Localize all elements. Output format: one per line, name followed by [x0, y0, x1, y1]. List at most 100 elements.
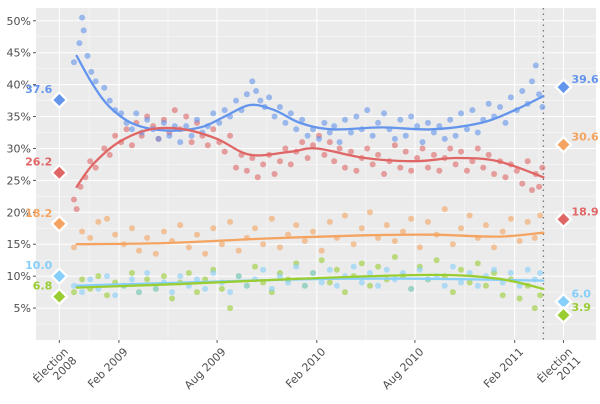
poll-point-orange: [366, 209, 373, 216]
poll-point-blue: [485, 100, 492, 107]
poll-point-lightblue: [152, 285, 159, 292]
x-tick-label-line: Feb 2011: [481, 345, 526, 390]
poll-point-red: [436, 167, 443, 174]
poll-point-lightblue: [491, 266, 498, 273]
x-tick-label: Aug 2009: [182, 345, 229, 392]
poll-point-lightblue: [243, 282, 250, 289]
poll-point-red: [123, 126, 130, 133]
x-tick-label: Feb 2010: [283, 345, 328, 390]
poll-point-red: [536, 183, 543, 190]
election-2011-marker-red: [557, 213, 570, 226]
poll-point-orange: [136, 247, 143, 254]
poll-point-blue: [183, 123, 190, 130]
poll-point-orange: [318, 247, 325, 254]
poll-point-blue: [88, 68, 95, 75]
poll-point-red: [282, 145, 289, 152]
poll-point-blue: [293, 126, 300, 133]
poll-point-orange: [144, 234, 151, 241]
poll-point-blue: [243, 91, 250, 98]
poll-point-blue: [106, 97, 113, 104]
poll-point-blue: [497, 103, 504, 110]
y-tick-label: 30%: [7, 142, 31, 155]
poll-point-lightblue: [474, 282, 481, 289]
poll-point-lightblue: [449, 263, 456, 270]
poll-point-blue: [452, 132, 459, 139]
poll-point-blue: [469, 107, 476, 114]
trend-line-red: [75, 126, 545, 188]
poll-point-lightblue: [383, 266, 390, 273]
poll-point-red: [331, 158, 338, 165]
poll-point-blue: [397, 116, 404, 123]
poll-point-orange: [449, 241, 456, 248]
poll-point-blue: [282, 119, 289, 126]
poll-point-red: [101, 145, 108, 152]
poll-point-blue: [128, 126, 135, 133]
poll-point-lightblue: [366, 269, 373, 276]
poll-point-blue: [276, 103, 283, 110]
poll-point-orange: [260, 241, 267, 248]
poll-point-red: [221, 148, 228, 155]
poll-point-red: [128, 142, 135, 149]
trend-line-orange: [75, 231, 545, 246]
poll-point-red: [233, 164, 240, 171]
poll-point-red: [310, 142, 317, 149]
poll-point-green: [185, 269, 192, 276]
poll-point-orange: [383, 222, 390, 229]
y-tick-label: 5%: [14, 302, 31, 315]
poll-point-blue: [304, 132, 311, 139]
election-2011-marker-green: [557, 309, 570, 322]
poll-point-blue: [347, 129, 354, 136]
poll-point-blue: [144, 116, 151, 123]
poll-point-lightblue: [235, 273, 242, 280]
poll-point-blue: [436, 123, 443, 130]
y-tick-label: 40%: [7, 79, 31, 92]
x-tick-label: Élection2011: [535, 345, 584, 394]
poll-point-blue: [519, 88, 526, 94]
poll-point-lightblue: [104, 273, 111, 280]
y-tick-label: 45%: [7, 47, 31, 60]
poll-point-red: [287, 161, 294, 168]
poll-point-orange: [408, 215, 415, 222]
poll-point-orange: [128, 225, 135, 232]
poll-point-orange: [185, 244, 192, 251]
poll-point-lightblue: [276, 273, 283, 280]
y-tick-label: 20%: [7, 206, 31, 219]
poll-point-blue: [266, 94, 273, 101]
poll-point-lightblue: [458, 279, 465, 286]
poll-point-green: [326, 279, 333, 286]
poll-point-red: [227, 132, 234, 139]
poll-point-lightblue: [227, 289, 234, 296]
poll-point-orange: [87, 234, 94, 241]
x-tick-label: Feb 2009: [85, 345, 130, 390]
poll-point-orange: [466, 212, 473, 219]
poll-point-green: [104, 292, 111, 299]
poll-point-red: [92, 164, 99, 171]
poll-point-lightblue: [318, 279, 325, 286]
poll-point-orange: [218, 241, 225, 248]
poll-point-red: [458, 148, 465, 155]
poll-point-orange: [301, 238, 308, 245]
poll-point-red: [539, 164, 546, 171]
poll-point-lightblue: [177, 273, 184, 280]
poll-point-blue: [502, 119, 509, 126]
poll-point-blue: [321, 119, 328, 126]
poll-point-orange: [326, 218, 333, 225]
poll-point-blue: [414, 123, 421, 130]
poll-point-red: [347, 148, 354, 155]
poll-point-red: [326, 139, 333, 146]
poll-point-orange: [268, 215, 275, 222]
poll-point-lightblue: [285, 279, 292, 286]
poll-point-blue: [166, 132, 173, 139]
poll-point-lightblue: [507, 269, 514, 276]
poll-point-red: [485, 151, 492, 158]
poll-point-blue: [80, 27, 87, 34]
poll-point-red: [408, 167, 415, 174]
poll-point-green: [169, 295, 176, 302]
election-2008-label-red: 26.2: [25, 156, 52, 169]
election-2008-label-orange: 18.2: [25, 207, 52, 220]
poll-point-red: [204, 142, 211, 149]
poll-point-green: [499, 292, 506, 299]
poll-point-lightblue: [293, 263, 300, 270]
poll-point-orange: [95, 218, 102, 225]
poll-point-red: [402, 148, 409, 155]
